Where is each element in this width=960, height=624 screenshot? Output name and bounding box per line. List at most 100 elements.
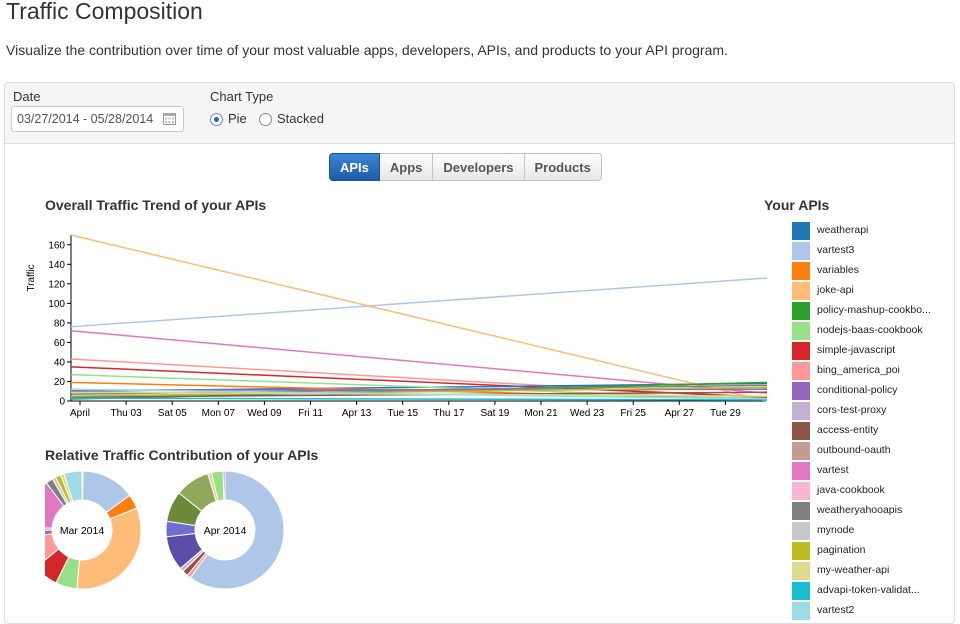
tab-developers[interactable]: Developers: [433, 153, 525, 181]
relative-donut-charts: Mar 2014 Apr 2014: [45, 470, 285, 590]
legend-label: policy-mashup-cookbo...: [817, 304, 931, 316]
donut-slice[interactable]: [189, 470, 285, 590]
stacked-radio-label[interactable]: Stacked: [277, 111, 324, 126]
donut-slice[interactable]: [45, 533, 60, 567]
legend-swatch: [792, 362, 810, 380]
report-panel: Date 03/27/2014 - 05/28/2014 Chart Type …: [4, 82, 955, 624]
legend-label: conditional-policy: [817, 384, 898, 396]
x-tick-label: Sat 05: [158, 408, 187, 419]
legend-label: java-cookbook: [817, 484, 885, 496]
legend-label: variables: [817, 264, 860, 276]
legend-label: simple-javascript: [817, 344, 896, 356]
entity-tabs: APIs Apps Developers Products: [329, 153, 602, 181]
series-line: [70, 386, 768, 397]
legend-label: weatheryahooapis: [817, 504, 903, 516]
x-tick-label: Mon 07: [202, 408, 236, 419]
legend-label: cors-test-proxy: [817, 404, 887, 416]
legend-swatch: [792, 342, 810, 360]
legend-swatch: [792, 282, 810, 300]
y-tick-label: 60: [54, 338, 66, 349]
x-tick-label: Wed 23: [570, 408, 605, 419]
y-tick-label: 40: [54, 357, 66, 368]
legend-label: advapi-token-validat...: [817, 584, 920, 596]
date-range-input[interactable]: 03/27/2014 - 05/28/2014: [11, 106, 184, 132]
x-tick-label: April: [70, 408, 90, 419]
trend-line-chart: 0 20 40 60 80 100 120 140 160 Traffic April Thu 03 S…: [26, 234, 768, 419]
series-line: [70, 397, 768, 401]
y-tick-label: 0: [59, 397, 65, 408]
filter-bar: Date 03/27/2014 - 05/28/2014 Chart Type …: [5, 83, 954, 144]
y-tick-label: 80: [54, 318, 66, 329]
legend-label: pagination: [817, 544, 866, 556]
legend-label: outbound-oauth: [817, 444, 891, 456]
y-tick-label: 140: [48, 260, 65, 271]
legend-swatch: [792, 542, 810, 560]
legend-swatch: [792, 402, 810, 420]
series-line: [70, 277, 768, 328]
tab-apis[interactable]: APIs: [329, 153, 380, 181]
legend-title: Your APIs: [764, 197, 830, 213]
stacked-radio[interactable]: [259, 113, 272, 126]
legend-swatch: [792, 562, 810, 580]
legend-swatch: [792, 422, 810, 440]
x-tick-label: Sat 19: [480, 408, 509, 419]
donut-slice[interactable]: [63, 470, 83, 503]
x-tick-label: Mon 21: [524, 408, 558, 419]
x-tick-label: Thu 03: [111, 408, 143, 419]
legend-swatch: [792, 462, 810, 480]
pie-radio[interactable]: [210, 113, 223, 126]
legend-swatch: [792, 442, 810, 460]
y-tick-label: 100: [48, 299, 65, 310]
y-tick-label: 160: [48, 240, 65, 251]
legend-swatch: [792, 502, 810, 520]
x-tick-label: Fri 11: [298, 408, 323, 419]
x-tick-label: Apr 13: [342, 408, 372, 419]
trend-chart-title: Overall Traffic Trend of your APIs: [45, 197, 267, 213]
y-tick-label: 20: [54, 377, 66, 388]
chart-type-label: Chart Type: [210, 89, 274, 104]
series-line: [70, 366, 768, 398]
series-line: [70, 329, 768, 394]
legend-swatch: [792, 322, 810, 340]
calendar-icon[interactable]: [163, 113, 176, 125]
legend-swatch: [792, 302, 810, 320]
legend-swatch: [792, 522, 810, 540]
y-tick-label: 120: [48, 279, 65, 290]
legend-swatch: [792, 222, 810, 240]
tab-apps[interactable]: Apps: [379, 153, 434, 181]
legend-label: bing_america_poi: [817, 364, 900, 376]
legend-swatch: [792, 242, 810, 260]
donut-center-label: Apr 2014: [204, 525, 247, 537]
relative-chart-title: Relative Traffic Contribution of your AP…: [45, 447, 319, 463]
x-tick-label: Thu 17: [433, 408, 465, 419]
legend-label: nodejs-baas-cookbook: [817, 324, 923, 336]
donut-center-label: Mar 2014: [60, 525, 105, 537]
pie-radio-label[interactable]: Pie: [228, 111, 247, 126]
legend-label: mynode: [817, 524, 855, 536]
x-tick-label: Tue 29: [710, 408, 741, 419]
series-line: [70, 381, 768, 400]
donut-slice[interactable]: [76, 507, 142, 590]
legend-label: vartest2: [817, 604, 855, 616]
legend-swatch: [792, 582, 810, 600]
legend-label: vartest3: [817, 244, 855, 256]
legend-label: joke-api: [817, 284, 854, 296]
legend-label: weatherapi: [817, 224, 869, 236]
x-tick-label: Fri 25: [620, 408, 646, 419]
x-tick-label: Tue 15: [387, 408, 418, 419]
legend-swatch: [792, 262, 810, 280]
legend-swatch: [792, 602, 810, 620]
series-line: [70, 388, 768, 400]
legend-swatch: [792, 382, 810, 400]
tab-products[interactable]: Products: [524, 153, 602, 181]
date-label: Date: [13, 89, 41, 104]
x-tick-label: Wed 09: [247, 408, 282, 419]
legend-label: access-entity: [817, 424, 879, 436]
y-axis-label: Traffic: [26, 264, 37, 291]
legend-label: vartest: [817, 464, 849, 476]
x-tick-label: Apr 27: [665, 408, 695, 419]
page-subtitle: Visualize the contribution over time of …: [6, 42, 728, 58]
series-line: [70, 234, 768, 402]
legend-label: my-weather-api: [817, 564, 890, 576]
donut-slice[interactable]: [222, 470, 226, 501]
